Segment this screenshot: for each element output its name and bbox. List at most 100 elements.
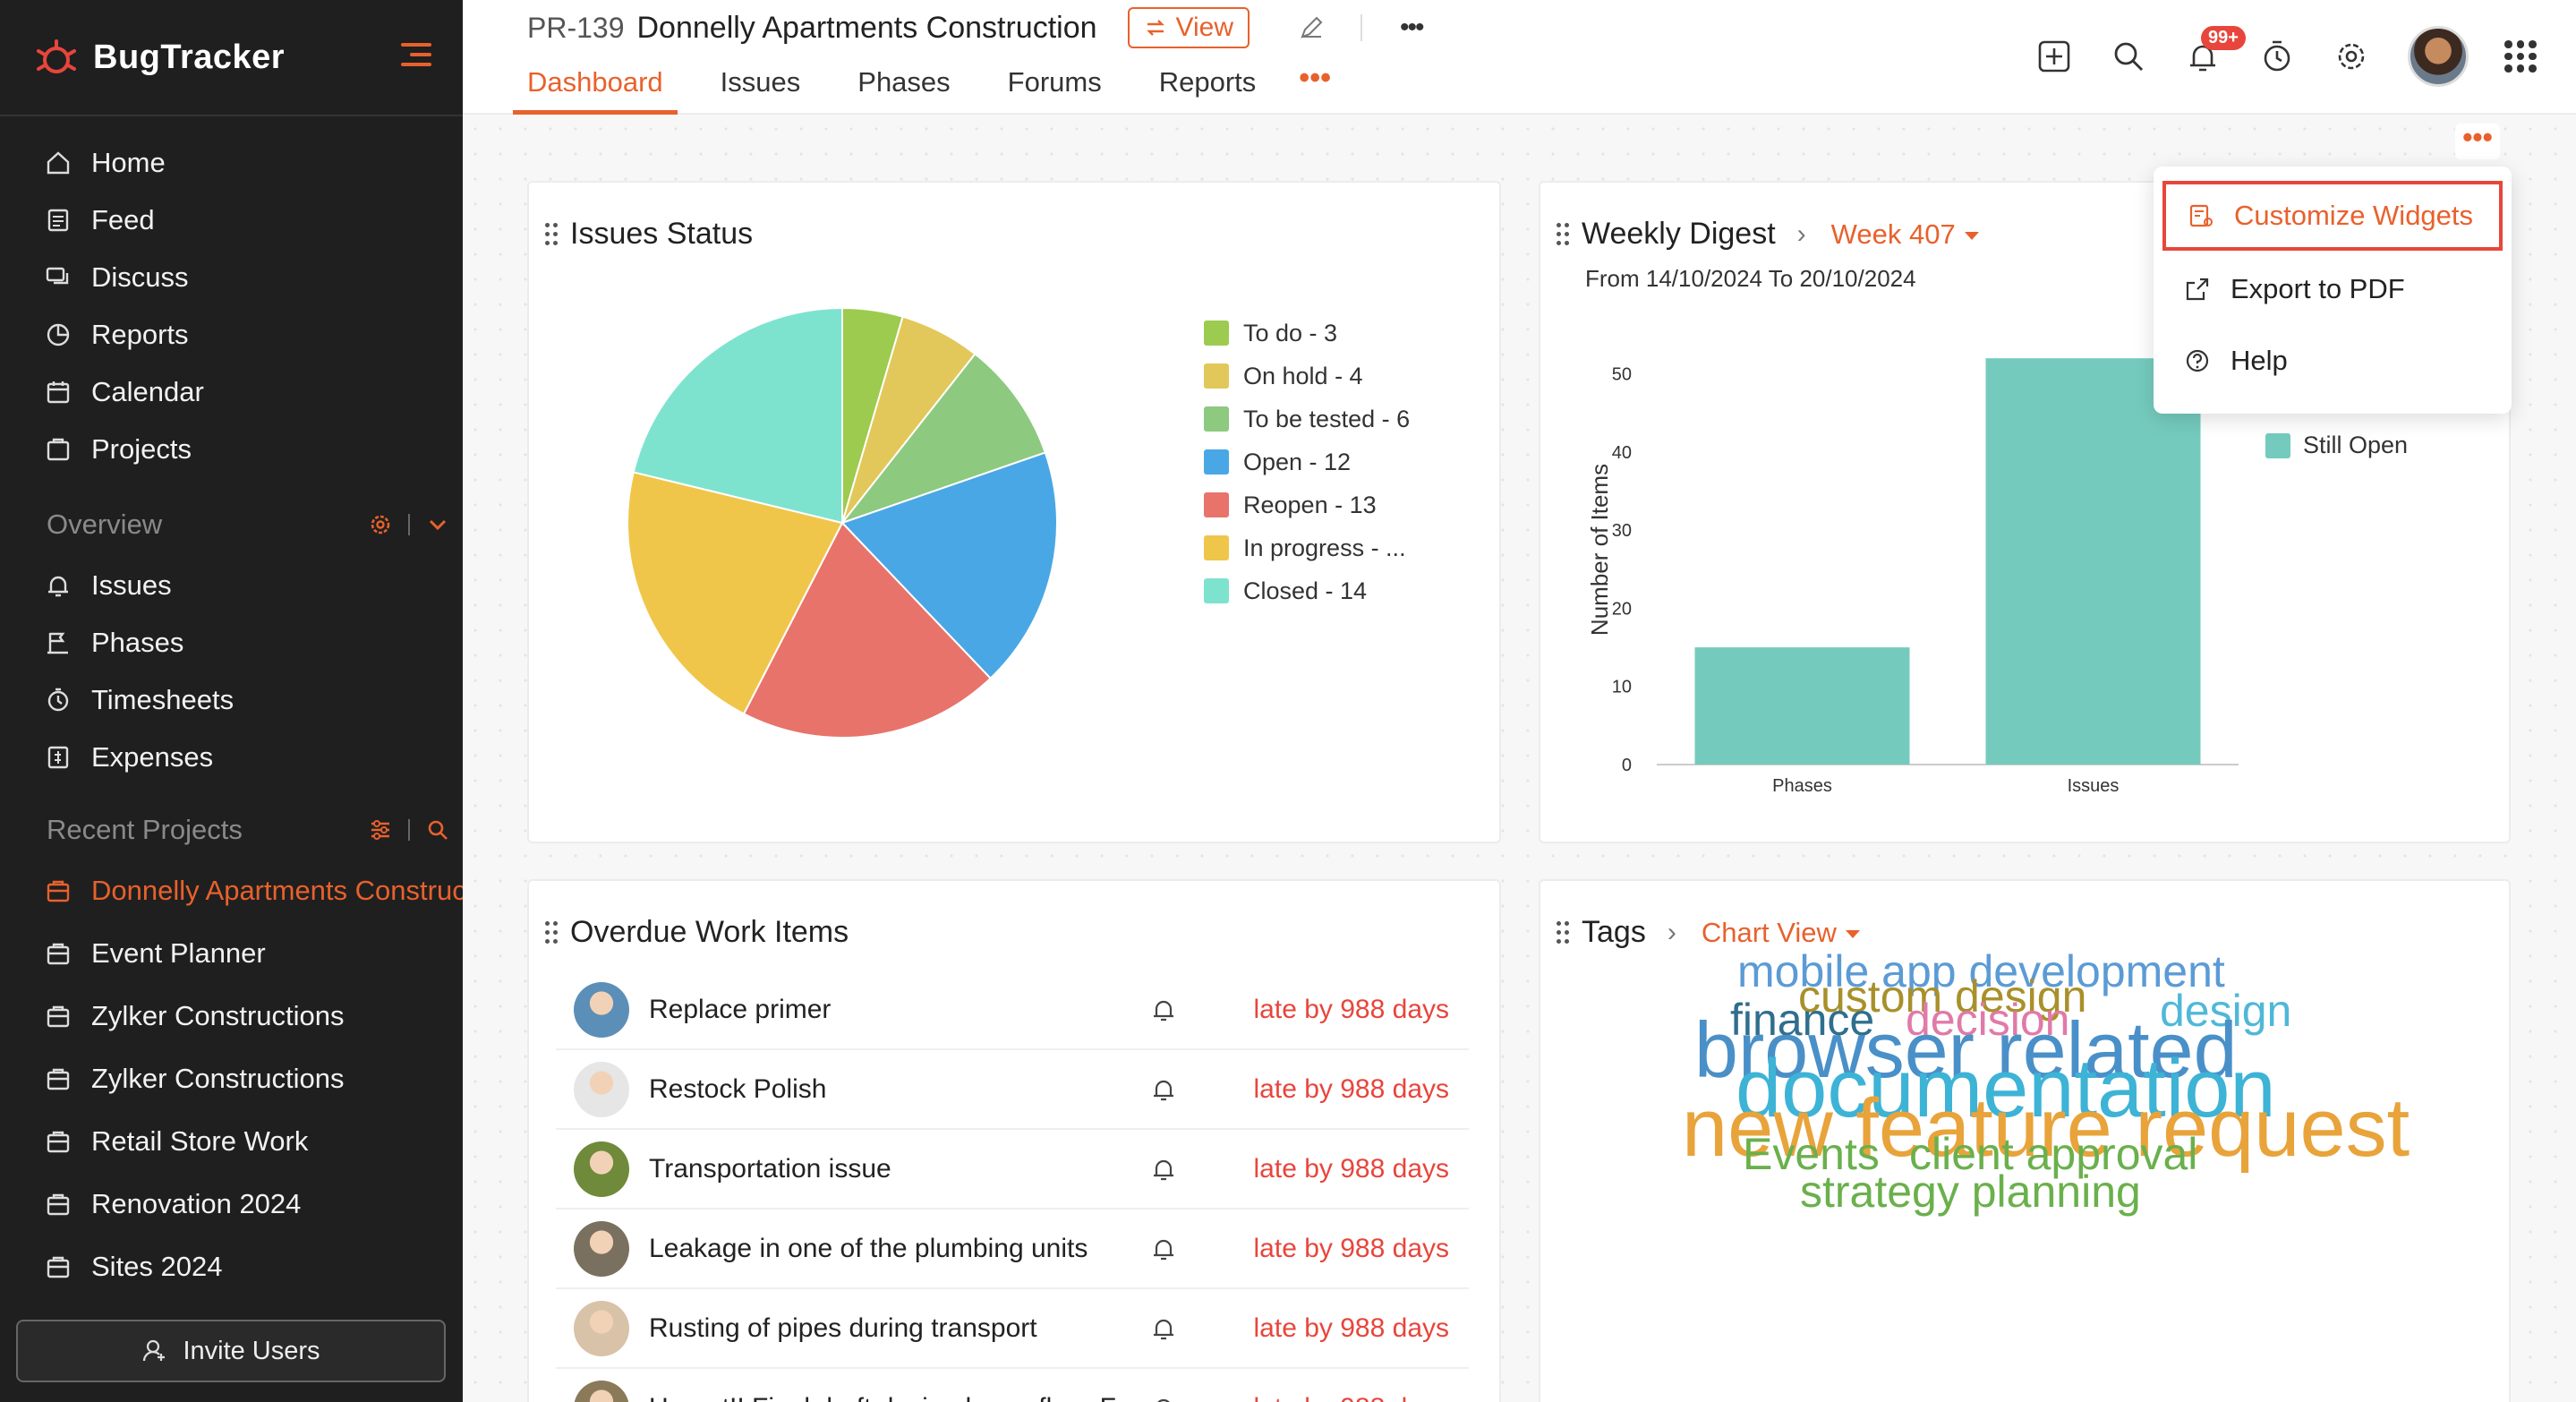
chevron-right-icon[interactable]: › (1667, 917, 1676, 947)
overdue-row[interactable]: Urgent!! Final draft design has a flaw. … (556, 1369, 1469, 1402)
recent-project-item[interactable]: Sites 2024 (0, 1235, 463, 1298)
invite-users-button[interactable]: Invite Users (16, 1320, 446, 1382)
tag-word[interactable]: mobile app development (1737, 946, 2225, 996)
more-options-icon[interactable]: ••• (1400, 13, 1424, 42)
drag-handle-icon[interactable] (1557, 920, 1569, 945)
sidebar-item-timesheets[interactable]: Timesheets (0, 671, 463, 729)
legend-swatch (1204, 406, 1229, 432)
menu-toggle-icon[interactable] (401, 43, 431, 68)
pie-slice[interactable] (627, 471, 844, 715)
legend-item[interactable]: Open - 12 (1204, 440, 1410, 483)
sidebar-item-expenses[interactable]: Expenses (0, 729, 463, 786)
notifications-icon[interactable]: 99+ (2185, 26, 2246, 74)
tag-cloud: mobile app development custom design desig… (1540, 881, 2509, 1402)
chevron-right-icon[interactable]: › (1796, 218, 1806, 249)
settings-icon[interactable] (2333, 38, 2369, 74)
sidebar-item-label: Expenses (91, 741, 214, 773)
tag-word[interactable]: Events (1743, 1129, 1880, 1179)
tag-word[interactable]: finance (1730, 995, 1875, 1045)
bar (1985, 358, 2201, 765)
recent-project-item[interactable]: Zylker Constructions (0, 1047, 463, 1110)
legend-item[interactable]: Reopen - 13 (1204, 483, 1410, 526)
sidebar-item-discuss[interactable]: Discuss (0, 249, 463, 306)
help-item[interactable]: Help (2162, 326, 2503, 396)
tag-word[interactable]: browser related (1694, 1005, 2238, 1094)
bug-logo-icon (37, 39, 76, 73)
filter-icon[interactable] (369, 818, 392, 842)
recent-project-item[interactable]: Zylker Constructions (0, 985, 463, 1047)
widget-title: Overdue Work Items (570, 915, 849, 949)
overdue-row[interactable]: Rusting of pipes during transport late by… (556, 1289, 1469, 1369)
sidebar-item-phases[interactable]: Phases (0, 614, 463, 671)
pie-slice[interactable] (840, 352, 1047, 526)
search-icon[interactable] (426, 818, 449, 842)
dashboard-more-icon[interactable]: ••• (2455, 123, 2500, 159)
sidebar-item-home[interactable]: Home (0, 134, 463, 192)
project-icon (47, 943, 70, 965)
legend-item[interactable]: Closed - 14 (1204, 569, 1410, 612)
tab-phases[interactable]: Phases (857, 66, 951, 98)
overdue-row[interactable]: Transportation issue late by 988 days (556, 1130, 1469, 1210)
sidebar-item-calendar[interactable]: Calendar (0, 363, 463, 421)
legend-item[interactable]: On hold - 4 (1204, 355, 1410, 398)
apps-grid-icon[interactable] (2504, 40, 2537, 73)
timer-icon[interactable] (2259, 38, 2295, 74)
customize-widgets-item[interactable]: Customize Widgets (2162, 181, 2503, 251)
brand[interactable]: BugTracker (36, 30, 285, 84)
tag-word[interactable]: new feature request (1682, 1082, 2410, 1174)
sidebar-item-label: Phases (91, 627, 184, 658)
recent-project-item[interactable]: Event Planner (0, 922, 463, 985)
tag-word[interactable]: custom design (1798, 971, 2087, 1022)
week-selector[interactable]: Week 407 (1831, 218, 1979, 251)
pie-legend: To do - 3 On hold - 4 To be tested - 6 Open… (1204, 312, 1410, 612)
pie-slice[interactable] (840, 451, 1058, 680)
chevron-down-icon[interactable] (426, 513, 449, 536)
pie-slice[interactable] (632, 306, 843, 525)
drag-handle-icon[interactable] (545, 222, 558, 246)
drag-handle-icon[interactable] (545, 920, 558, 945)
add-icon[interactable] (2036, 38, 2072, 74)
overdue-row[interactable]: Replace primer late by 988 days (556, 970, 1469, 1050)
export-pdf-item[interactable]: Export to PDF (2162, 254, 2503, 324)
settings-icon[interactable] (369, 513, 392, 536)
bell-icon (1156, 1398, 1171, 1402)
legend-label: To do - 3 (1243, 319, 1338, 346)
legend-item[interactable]: In progress - ... (1204, 526, 1410, 569)
tag-word[interactable]: client approval (1909, 1129, 2198, 1179)
drag-handle-icon[interactable] (1557, 222, 1569, 246)
week-label: Week 407 (1830, 218, 1956, 250)
overdue-row[interactable]: Restock Polish late by 988 days (556, 1050, 1469, 1130)
sidebar-item-reports[interactable]: Reports (0, 306, 463, 363)
tag-word[interactable]: decision (1906, 995, 2070, 1045)
recent-project-label: Renovation 2024 (91, 1188, 302, 1219)
chart-view-selector[interactable]: Chart View (1702, 917, 1860, 949)
add-user-icon (143, 1339, 166, 1362)
tag-word[interactable]: strategy planning (1800, 1167, 2141, 1217)
recent-project-item[interactable]: Retail Store Work (0, 1110, 463, 1173)
legend-item[interactable]: To do - 3 (1204, 312, 1410, 355)
tag-word[interactable]: documentation (1736, 1043, 2276, 1134)
search-icon[interactable] (2111, 38, 2146, 74)
tab-forums[interactable]: Forums (1007, 66, 1102, 98)
tag-word[interactable]: design (2160, 986, 2292, 1036)
recent-project-item[interactable]: Donnelly Apartments Construction (0, 859, 463, 922)
legend-item[interactable]: To be tested - 6 (1204, 398, 1410, 440)
edit-icon[interactable] (1298, 14, 1325, 41)
view-button[interactable]: View (1127, 7, 1250, 48)
sidebar-item-feed[interactable]: Feed (0, 192, 463, 249)
user-avatar[interactable] (2408, 26, 2469, 87)
sidebar-item-issues[interactable]: Issues (0, 557, 463, 614)
overdue-row[interactable]: Leakage in one of the plumbing units late… (556, 1210, 1469, 1289)
tab-dashboard[interactable]: Dashboard (513, 59, 678, 115)
tab-issues[interactable]: Issues (720, 66, 801, 98)
bell-icon (1154, 1159, 1173, 1180)
recent-project-item[interactable]: Renovation 2024 (0, 1173, 463, 1235)
recent-project-label: Retail Store Work (91, 1125, 309, 1157)
timer-icon (47, 688, 69, 712)
work-item-title: Urgent!! Final draft design has a flaw. … (649, 1393, 1132, 1402)
legend-label: On hold - 4 (1243, 362, 1363, 389)
sidebar-item-projects[interactable]: Projects (0, 421, 463, 478)
more-tabs-icon[interactable]: ••• (1299, 61, 1332, 95)
pie-slice[interactable] (742, 521, 993, 739)
tab-reports[interactable]: Reports (1158, 66, 1257, 98)
